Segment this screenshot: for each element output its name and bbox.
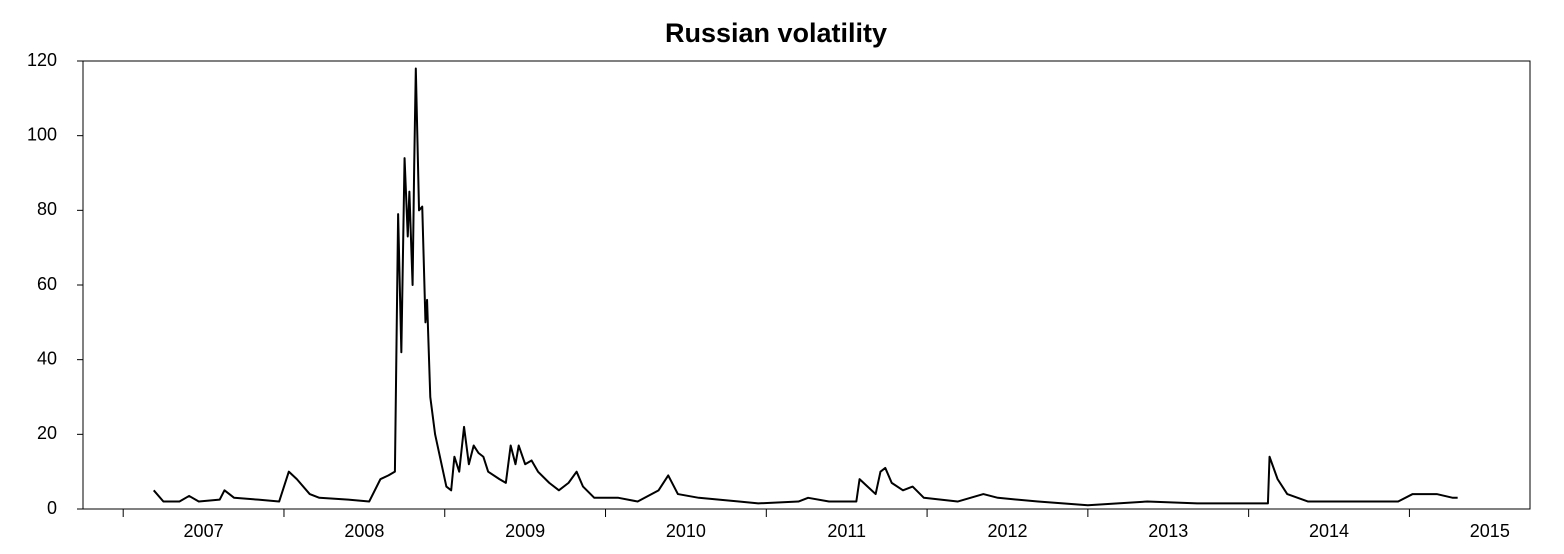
y-tick-label: 80 [37, 199, 57, 219]
y-tick-label: 0 [47, 498, 57, 518]
y-tick-label: 120 [27, 50, 57, 70]
x-tick-label: 2011 [827, 521, 866, 541]
x-tick-label: 2014 [1309, 521, 1349, 541]
y-tick-label: 100 [27, 124, 57, 144]
series-line [152, 67, 1458, 507]
chart-title: Russian volatility [665, 18, 887, 48]
y-tick-label: 60 [37, 274, 57, 294]
x-tick-label: 2008 [344, 521, 384, 541]
x-tick-label: 2009 [505, 521, 545, 541]
y-tick-label: 20 [37, 423, 57, 443]
x-tick-label: 2010 [666, 521, 706, 541]
x-tick-label: 2007 [184, 521, 224, 541]
x-tick-label: 2012 [987, 521, 1027, 541]
x-tick-label: 2015 [1470, 521, 1510, 541]
x-tick-label: 2013 [1148, 521, 1188, 541]
plot-frame [82, 60, 1531, 510]
y-tick-label: 40 [37, 348, 57, 368]
